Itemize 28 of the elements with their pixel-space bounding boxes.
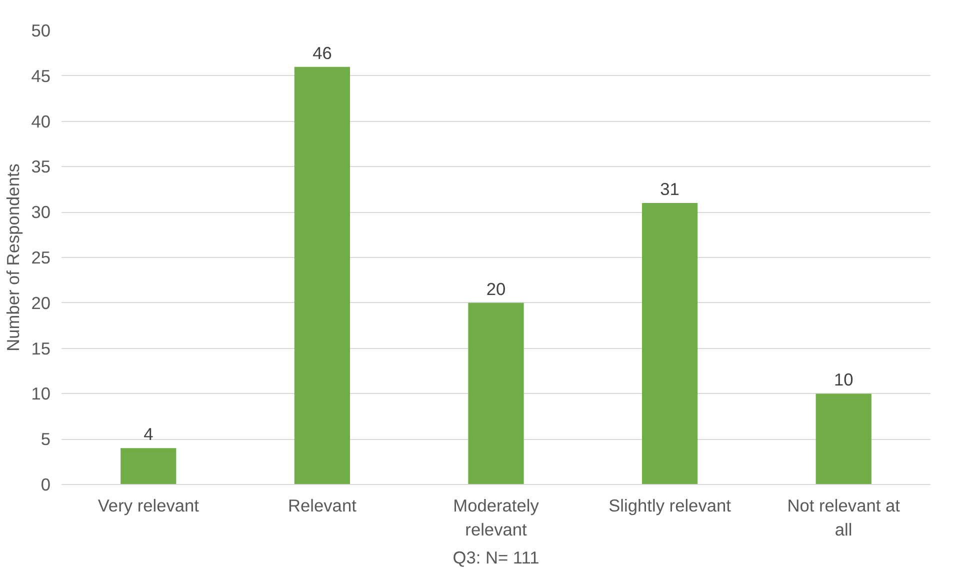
y-tick-label: 30 <box>31 202 51 222</box>
data-label: 4 <box>144 424 154 444</box>
x-tick-label: Slightly relevant <box>608 496 732 516</box>
y-tick-label: 50 <box>31 20 51 40</box>
x-tick-label: Very relevant <box>98 496 200 516</box>
y-tick-label: 45 <box>31 66 51 86</box>
x-tick-label: Moderately relevant <box>453 496 540 540</box>
y-tick-label: 40 <box>31 111 51 132</box>
y-tick-label: 15 <box>31 338 51 358</box>
data-label: 46 <box>312 42 332 63</box>
y-tick-label: 10 <box>31 384 51 404</box>
bar <box>468 302 524 484</box>
y-tick-label: 5 <box>40 429 51 450</box>
bar <box>294 66 350 484</box>
bar <box>816 394 872 484</box>
bar <box>120 448 176 484</box>
y-tick-label: 0 <box>40 474 51 494</box>
y-tick-label: 20 <box>31 292 51 313</box>
x-axis-title: Q3: N= 111 <box>452 548 540 568</box>
data-label: 20 <box>486 278 506 299</box>
y-tick-label: 25 <box>31 248 51 268</box>
bar <box>642 203 698 484</box>
y-axis-title: Number of Respondents <box>3 163 24 352</box>
data-label: 31 <box>660 179 680 200</box>
x-tick-label: Not relevant at all <box>787 496 900 540</box>
x-tick-label: Relevant <box>288 496 357 516</box>
data-label: 10 <box>834 370 854 390</box>
y-tick-label: 35 <box>31 156 51 177</box>
